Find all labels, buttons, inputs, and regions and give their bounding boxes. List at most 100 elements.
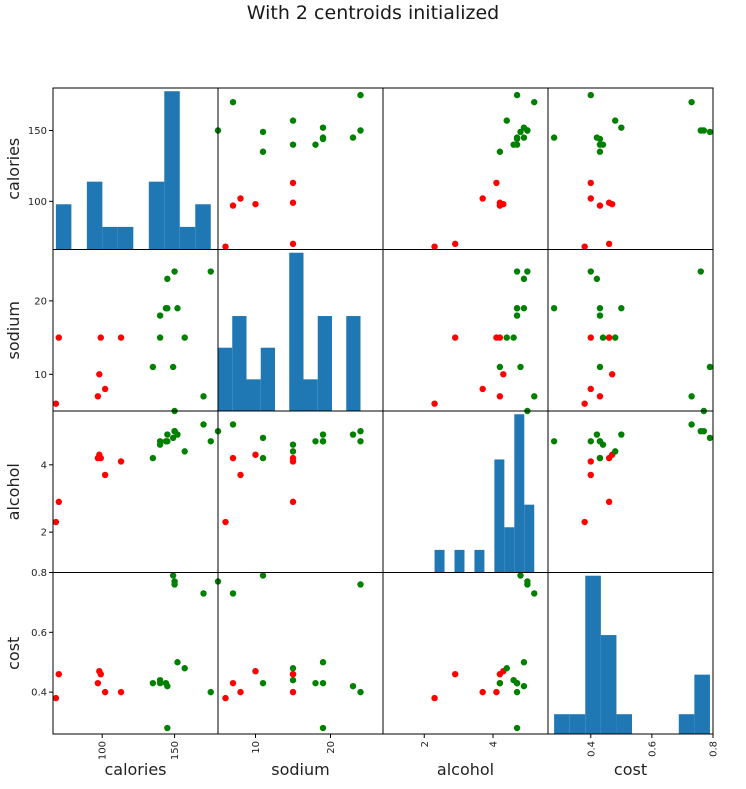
x-tick-label: 10: [251, 741, 262, 754]
scatter-point: [289, 448, 297, 455]
histogram-bar: [434, 549, 445, 573]
scatter-point: [171, 268, 178, 275]
scatter-point: [431, 243, 438, 250]
scatter-point: [550, 438, 558, 445]
scatter-point: [496, 679, 504, 687]
histogram-bar: [195, 204, 211, 250]
scatter-point: [259, 148, 267, 155]
scatter-point: [605, 454, 613, 462]
scatter-point: [319, 659, 327, 666]
scatter-point: [164, 438, 171, 445]
scatter-point: [259, 572, 267, 579]
scatter-point: [618, 124, 625, 131]
scatter-point: [605, 240, 613, 248]
scatter-point: [605, 199, 613, 206]
scatter-point: [496, 199, 504, 206]
scatter-point: [319, 679, 327, 687]
scatter-point: [587, 268, 594, 275]
scatter-point: [181, 665, 188, 672]
scatter-point: [164, 724, 171, 732]
y-axis-label: calories: [4, 138, 23, 200]
scatter-point: [513, 679, 521, 687]
scatter-point: [289, 141, 297, 148]
scatter-point: [259, 454, 267, 462]
scatter-point: [259, 679, 267, 687]
x-tick-label: 100: [98, 741, 109, 760]
scatter-point: [181, 448, 188, 455]
subplot-frame: [52, 410, 219, 573]
scatter-point: [164, 305, 171, 312]
scatter-point: [550, 305, 558, 312]
scatter-point: [289, 676, 297, 684]
y-tick-label: 10: [34, 370, 47, 381]
scatter-point: [207, 438, 214, 445]
scatter-point: [171, 581, 178, 588]
scatter-point: [496, 148, 504, 155]
scatter-point: [524, 268, 531, 275]
scatter-point: [222, 518, 229, 526]
scatter-point: [520, 659, 528, 666]
scatter-point: [531, 98, 538, 106]
scatter-point: [357, 688, 364, 696]
scatter-point: [259, 128, 267, 136]
scatter-point: [612, 448, 619, 455]
scatter-point: [207, 688, 214, 696]
x-tick-label: 2: [420, 741, 431, 747]
scatter-point: [200, 590, 207, 597]
histogram-bar: [232, 316, 247, 411]
y-tick-label: 2: [41, 528, 47, 539]
scatter-point: [596, 393, 604, 400]
scatter-point: [451, 334, 459, 341]
scatter-point: [55, 670, 62, 678]
scatter-point: [174, 659, 181, 666]
scatter-point: [357, 581, 364, 588]
histogram-bar: [504, 527, 515, 573]
scatter-point: [520, 275, 528, 283]
subplot-frame: [382, 572, 549, 735]
scatter-point: [149, 679, 157, 687]
subplot-frame: [382, 87, 549, 250]
scatter-point: [52, 400, 60, 407]
scatter-point: [513, 141, 521, 148]
scatter-point: [531, 393, 538, 400]
scatter-point: [493, 334, 500, 341]
scatter-point: [289, 498, 297, 506]
scatter-point: [524, 581, 531, 588]
scatter-point: [101, 471, 109, 479]
x-tick-label: 0.8: [709, 741, 720, 757]
scatter-point: [357, 127, 364, 134]
scatter-point: [156, 312, 164, 319]
scatter-point: [608, 371, 616, 378]
scatter-point: [596, 312, 604, 319]
scatter-point: [503, 665, 510, 672]
scatter-point: [156, 438, 164, 445]
scatter-point: [55, 334, 62, 341]
scatter-point: [97, 454, 104, 462]
scatter-point: [520, 305, 528, 312]
scatter-point: [289, 665, 297, 672]
histogram-bar: [86, 181, 103, 250]
histogram-bar: [317, 316, 332, 411]
scatter-point: [706, 128, 714, 136]
scatter-point: [229, 590, 237, 597]
scatter-point: [493, 688, 500, 696]
scatter-point: [513, 134, 521, 141]
scatter-point: [101, 385, 109, 393]
scatter-point: [496, 393, 504, 400]
scatter-point: [97, 670, 104, 678]
subplot-frame: [217, 572, 384, 735]
scatter-point: [252, 200, 259, 208]
scatter-point: [587, 458, 594, 465]
scatter-point: [319, 438, 327, 445]
scatter-point: [513, 724, 521, 732]
scatter-point: [349, 134, 357, 141]
scatter-point: [237, 195, 244, 202]
scatter-point: [164, 431, 171, 438]
scatter-point: [200, 421, 207, 428]
subplot-frame: [52, 572, 219, 735]
scatter-point: [169, 434, 177, 442]
scatter-point: [319, 431, 327, 438]
histogram-bar: [514, 414, 525, 573]
scatter-point: [493, 179, 500, 187]
y-tick-label: 0.8: [31, 568, 47, 579]
